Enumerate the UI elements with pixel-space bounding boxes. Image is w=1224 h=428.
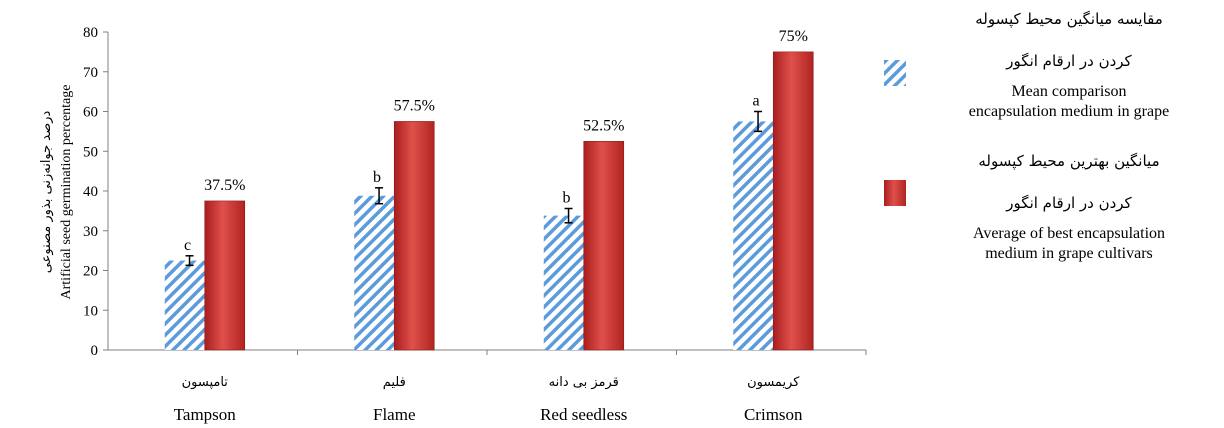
bar-hatched [733,121,774,350]
legend-series2-en-line1: Average of best encapsulation [972,225,1166,242]
data-label: 37.5% [204,177,245,194]
significance-letter: b [373,169,381,186]
bars [164,51,814,351]
legend-series2-fa-line1: میانگین بهترین محیط کپسوله [978,152,1160,170]
bar-chart: 0 10 20 30 40 50 60 70 80 c 37.5% تامپسون Tampson b 5… [39,25,867,424]
legend-swatch-red [884,180,906,206]
bar-red [583,141,625,351]
y-tick-label: 50 [83,144,98,160]
y-tick-label: 40 [83,184,98,200]
y-tick-label: 70 [83,65,98,81]
y-axis-label: Artificial seed germination percentage [59,85,74,300]
legend-series1-fa-line2: کردن در ارقام انگور [1006,52,1132,70]
legend: مقایسه میانگین محیط کپسوله کردن در ارقام… [876,0,1224,300]
y-tick-label: 30 [83,224,98,240]
y-tick-label: 10 [83,303,98,319]
legend-series2-fa-line2: کردن در ارقام انگور [1006,194,1132,212]
significance-letter: c [184,237,191,254]
x-tick-label-fa: فلیم [383,375,406,390]
legend-series1-fa-line1: مقایسه میانگین محیط کپسوله [975,10,1163,28]
x-tick-label: Crimson [744,405,803,424]
x-tick-label-fa: کریمسون [747,375,800,390]
labels: c 37.5% تامپسون Tampson b 57.5% فلیم Flame b 52.5… [174,28,808,424]
data-label: 75% [779,28,808,45]
y-axis-label-fa: درصد جوانه‌زنی بذور مصنوعی [39,111,54,274]
bar-hatched [354,195,395,350]
bar-hatched [164,260,205,350]
y-tick-label: 20 [83,264,98,280]
significance-letter: a [752,93,759,110]
legend-series1-en-line1: Mean comparison [1011,83,1127,100]
bar-red [393,121,435,351]
y-tick-label: 60 [83,105,98,121]
x-tick-label: Red seedless [540,405,627,424]
y-tick-label: 80 [83,25,98,41]
bar-hatched [543,215,584,350]
x-tick-label-fa: قرمز بی دانه [549,375,619,390]
x-tick-label: Flame [373,405,416,424]
legend-series1-en-line2: encapsulation medium in grape [968,103,1170,120]
legend-series2-en-line2: medium in grape cultivars [985,245,1153,262]
bar-red [204,200,246,351]
x-tick-label-fa: تامپسون [182,375,229,390]
bar-red [772,51,814,351]
data-label: 57.5% [394,97,435,114]
x-tick-label: Tampson [174,405,237,424]
y-tick-label: 0 [91,343,99,359]
data-label: 52.5% [583,117,624,134]
significance-letter: b [563,189,571,206]
legend-swatch-hatched [884,60,906,86]
